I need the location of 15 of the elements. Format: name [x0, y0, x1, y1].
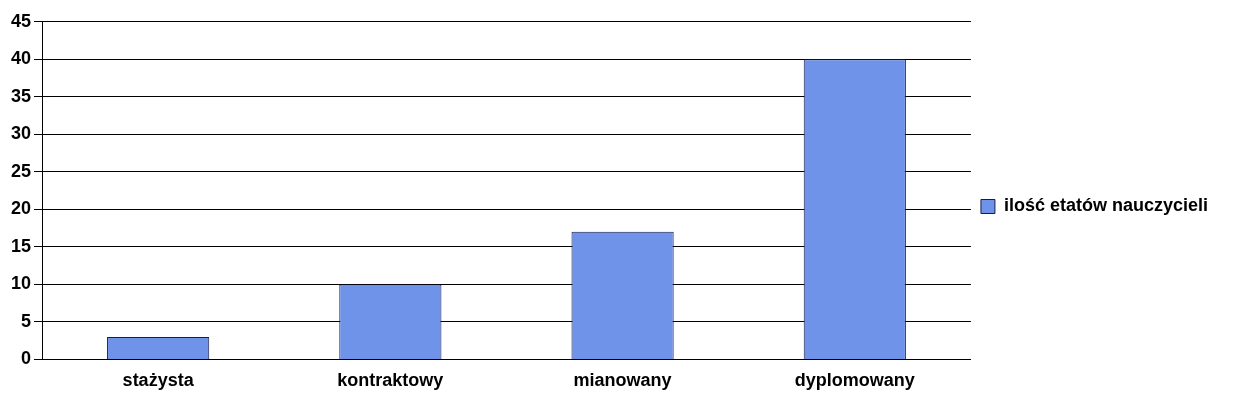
- x-tick-label: stażysta: [122, 370, 195, 391]
- y-tick-label: 40: [10, 48, 32, 69]
- y-tick-label: 30: [10, 123, 32, 144]
- y-tick-label: 0: [21, 348, 32, 369]
- legend-label: ilość etatów nauczycieli: [1003, 195, 1208, 216]
- y-tick-label: 20: [10, 198, 32, 219]
- y-tick-label: 25: [10, 160, 32, 181]
- y-tick-label: 15: [10, 235, 32, 256]
- y-tick-label: 35: [10, 85, 32, 106]
- x-tick-label: dyplomowany: [794, 370, 915, 391]
- y-tick-label: 45: [10, 10, 32, 31]
- x-tick-label: mianowany: [573, 370, 672, 391]
- y-tick-label: 10: [10, 273, 32, 294]
- y-tick-label: 5: [21, 310, 32, 331]
- x-tick-label: kontraktowy: [337, 370, 444, 391]
